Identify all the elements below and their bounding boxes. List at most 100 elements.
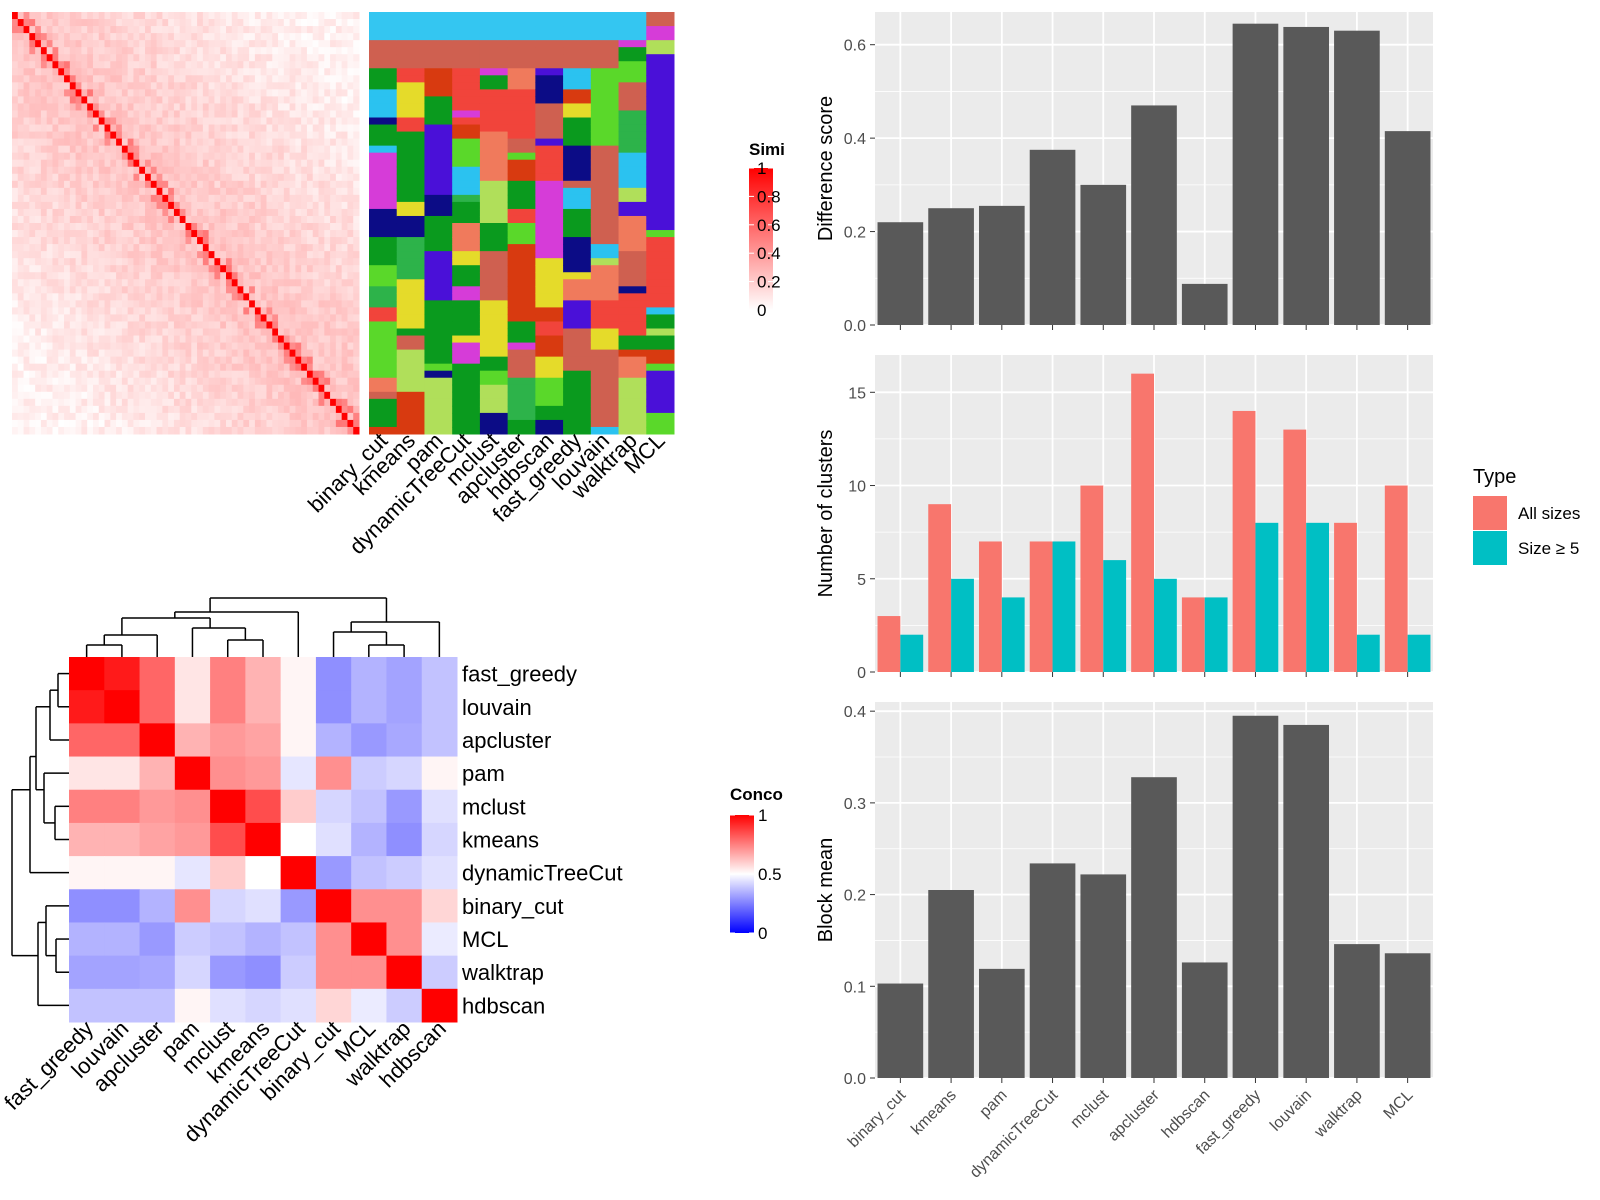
similarity-cell	[139, 47, 146, 55]
bar	[877, 616, 901, 672]
similarity-cell	[145, 391, 152, 400]
similarity-cell	[202, 356, 210, 365]
similarity-cell	[104, 279, 111, 287]
cluster-cell	[507, 363, 536, 372]
cluster-cell	[507, 110, 536, 118]
similarity-cell	[145, 419, 152, 428]
similarity-cell	[220, 47, 227, 55]
similarity-cell	[116, 251, 123, 259]
similarity-cell	[127, 377, 134, 386]
similarity-cell	[98, 82, 106, 90]
similarity-cell	[121, 272, 129, 280]
cluster-cell	[590, 370, 620, 379]
cluster-cell	[507, 54, 536, 62]
cluster-cell	[479, 363, 509, 372]
similarity-cell	[214, 363, 221, 372]
similarity-cell	[324, 230, 331, 238]
similarity-cell	[168, 131, 175, 140]
similarity-cell	[353, 124, 360, 133]
similarity-cell	[301, 405, 308, 414]
cluster-cell	[479, 237, 509, 245]
similarity-cell	[179, 201, 186, 210]
similarity-cell	[69, 159, 77, 168]
similarity-cell	[104, 61, 111, 69]
similarity-cell	[341, 272, 348, 280]
concordance-cell	[245, 690, 282, 724]
similarity-cell	[208, 68, 215, 76]
similarity-cell	[330, 19, 337, 27]
similarity-cell	[254, 279, 262, 287]
cluster-cell	[590, 398, 620, 407]
similarity-cell	[12, 75, 19, 83]
similarity-cell	[12, 314, 19, 322]
similarity-cell	[254, 286, 262, 294]
concordance-cell	[351, 690, 387, 724]
similarity-cell	[353, 384, 360, 393]
similarity-cell	[220, 377, 227, 386]
similarity-cell	[260, 419, 267, 428]
similarity-cell	[353, 300, 360, 308]
similarity-cell	[341, 405, 348, 414]
similarity-cell	[335, 244, 343, 252]
similarity-cell	[301, 342, 308, 351]
cluster-cell	[424, 307, 453, 315]
similarity-cell	[23, 47, 30, 55]
similarity-cell	[208, 258, 215, 266]
similarity-cell	[208, 307, 215, 315]
similarity-cell	[92, 307, 100, 315]
similarity-cell	[168, 12, 175, 20]
similarity-cell	[272, 328, 279, 337]
similarity-cell	[168, 244, 175, 252]
similarity-cell	[185, 342, 192, 351]
similarity-cell	[133, 342, 140, 351]
similarity-cell	[29, 223, 36, 231]
similarity-cell	[306, 349, 314, 358]
similarity-cell	[347, 426, 354, 435]
similarity-cell	[104, 237, 111, 245]
similarity-cell	[145, 377, 152, 386]
cluster-cell	[369, 54, 398, 62]
cluster-cell	[452, 61, 481, 69]
cluster-cell	[535, 159, 564, 168]
similarity-cell	[335, 279, 343, 287]
type-legend-label-size5: Size ≥ 5	[1518, 539, 1579, 558]
similarity-cell	[260, 293, 267, 301]
similarity-cell	[237, 244, 244, 252]
similarity-cell	[110, 47, 117, 55]
similarity-cell	[121, 356, 129, 365]
similarity-cell	[98, 349, 106, 358]
similarity-cell	[133, 405, 140, 414]
cluster-cell	[618, 26, 647, 34]
cluster-cell	[563, 54, 592, 62]
similarity-cell	[127, 314, 134, 322]
similarity-cell	[110, 61, 117, 69]
cluster-cell	[369, 117, 398, 126]
similarity-cell	[145, 54, 152, 62]
concordance-column-labels: fast_greedylouvainapclusterpammclustkmea…	[0, 1016, 451, 1147]
cluster-cell	[535, 124, 564, 133]
similarity-cell	[17, 377, 25, 386]
similarity-cell	[121, 335, 129, 344]
similarity-cell	[353, 117, 360, 126]
similarity-cell	[330, 412, 337, 421]
similarity-cell	[75, 103, 82, 111]
similarity-cell	[341, 230, 348, 238]
similarity-cell	[173, 251, 181, 259]
similarity-cell	[312, 152, 320, 161]
similarity-cell	[243, 237, 250, 245]
similarity-cell	[185, 40, 192, 48]
similarity-cell	[133, 293, 140, 301]
similarity-cell	[283, 138, 291, 147]
similarity-cell	[231, 328, 239, 337]
cluster-cell	[396, 300, 425, 308]
similarity-cell	[127, 419, 134, 428]
similarity-cell	[81, 54, 88, 62]
similarity-cell	[40, 258, 48, 266]
similarity-cell	[179, 244, 186, 252]
similarity-cell	[306, 237, 314, 245]
similarity-cell	[98, 124, 106, 133]
similarity-cell	[127, 215, 134, 224]
similarity-cell	[98, 110, 106, 118]
similarity-cell	[127, 117, 134, 126]
similarity-cell	[81, 40, 88, 48]
